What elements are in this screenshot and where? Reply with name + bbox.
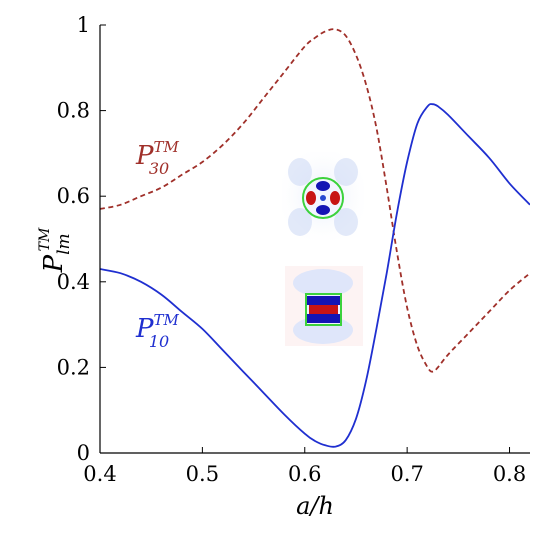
mode-10-field-map xyxy=(285,266,363,346)
y-tick-label: 0.4 xyxy=(57,270,90,294)
x-tick-label: 0.7 xyxy=(390,462,423,486)
x-tick-label: 0.4 xyxy=(83,462,116,486)
y-tick-label: 0.2 xyxy=(57,355,90,379)
x-axis-title: a/h xyxy=(296,492,334,520)
x-tick-label: 0.5 xyxy=(186,462,219,486)
series-line-p30 xyxy=(100,28,530,373)
svg-text:PlmTM: PlmTM xyxy=(37,227,74,273)
series-line-p10 xyxy=(100,103,530,448)
mode-30-field-map xyxy=(282,152,364,240)
x-tick-label: 0.6 xyxy=(288,462,321,486)
y-axis-title-sup: TM xyxy=(37,227,53,251)
y-tick-label: 0.8 xyxy=(57,99,90,123)
y-axis-title: PlmTM xyxy=(37,227,74,273)
y-axis-title-sub: lm xyxy=(54,233,74,255)
series-label-p10: PTM 10 xyxy=(135,311,180,351)
series-label-p30-sub: 30 xyxy=(149,159,169,178)
series-label-p10-base: P xyxy=(135,314,154,344)
series-label-p10-sub: 10 xyxy=(149,332,169,351)
series-label-p30: PTM 30 xyxy=(135,138,180,178)
x-tick-label: 0.8 xyxy=(493,462,526,486)
series-label-p10-sup: TM xyxy=(154,311,180,329)
series-label-p30-sup: TM xyxy=(154,138,180,156)
series-label-p30-base: P xyxy=(135,141,154,171)
axes: 0.4 0.5 0.6 0.7 0.8 0 0.2 0.4 0.6 0.8 1 xyxy=(57,13,530,486)
y-tick-label: 0.6 xyxy=(57,184,90,208)
y-tick-label: 0 xyxy=(77,441,90,465)
y-tick-label: 1 xyxy=(77,13,90,37)
y-axis-title-base: P xyxy=(39,254,69,273)
